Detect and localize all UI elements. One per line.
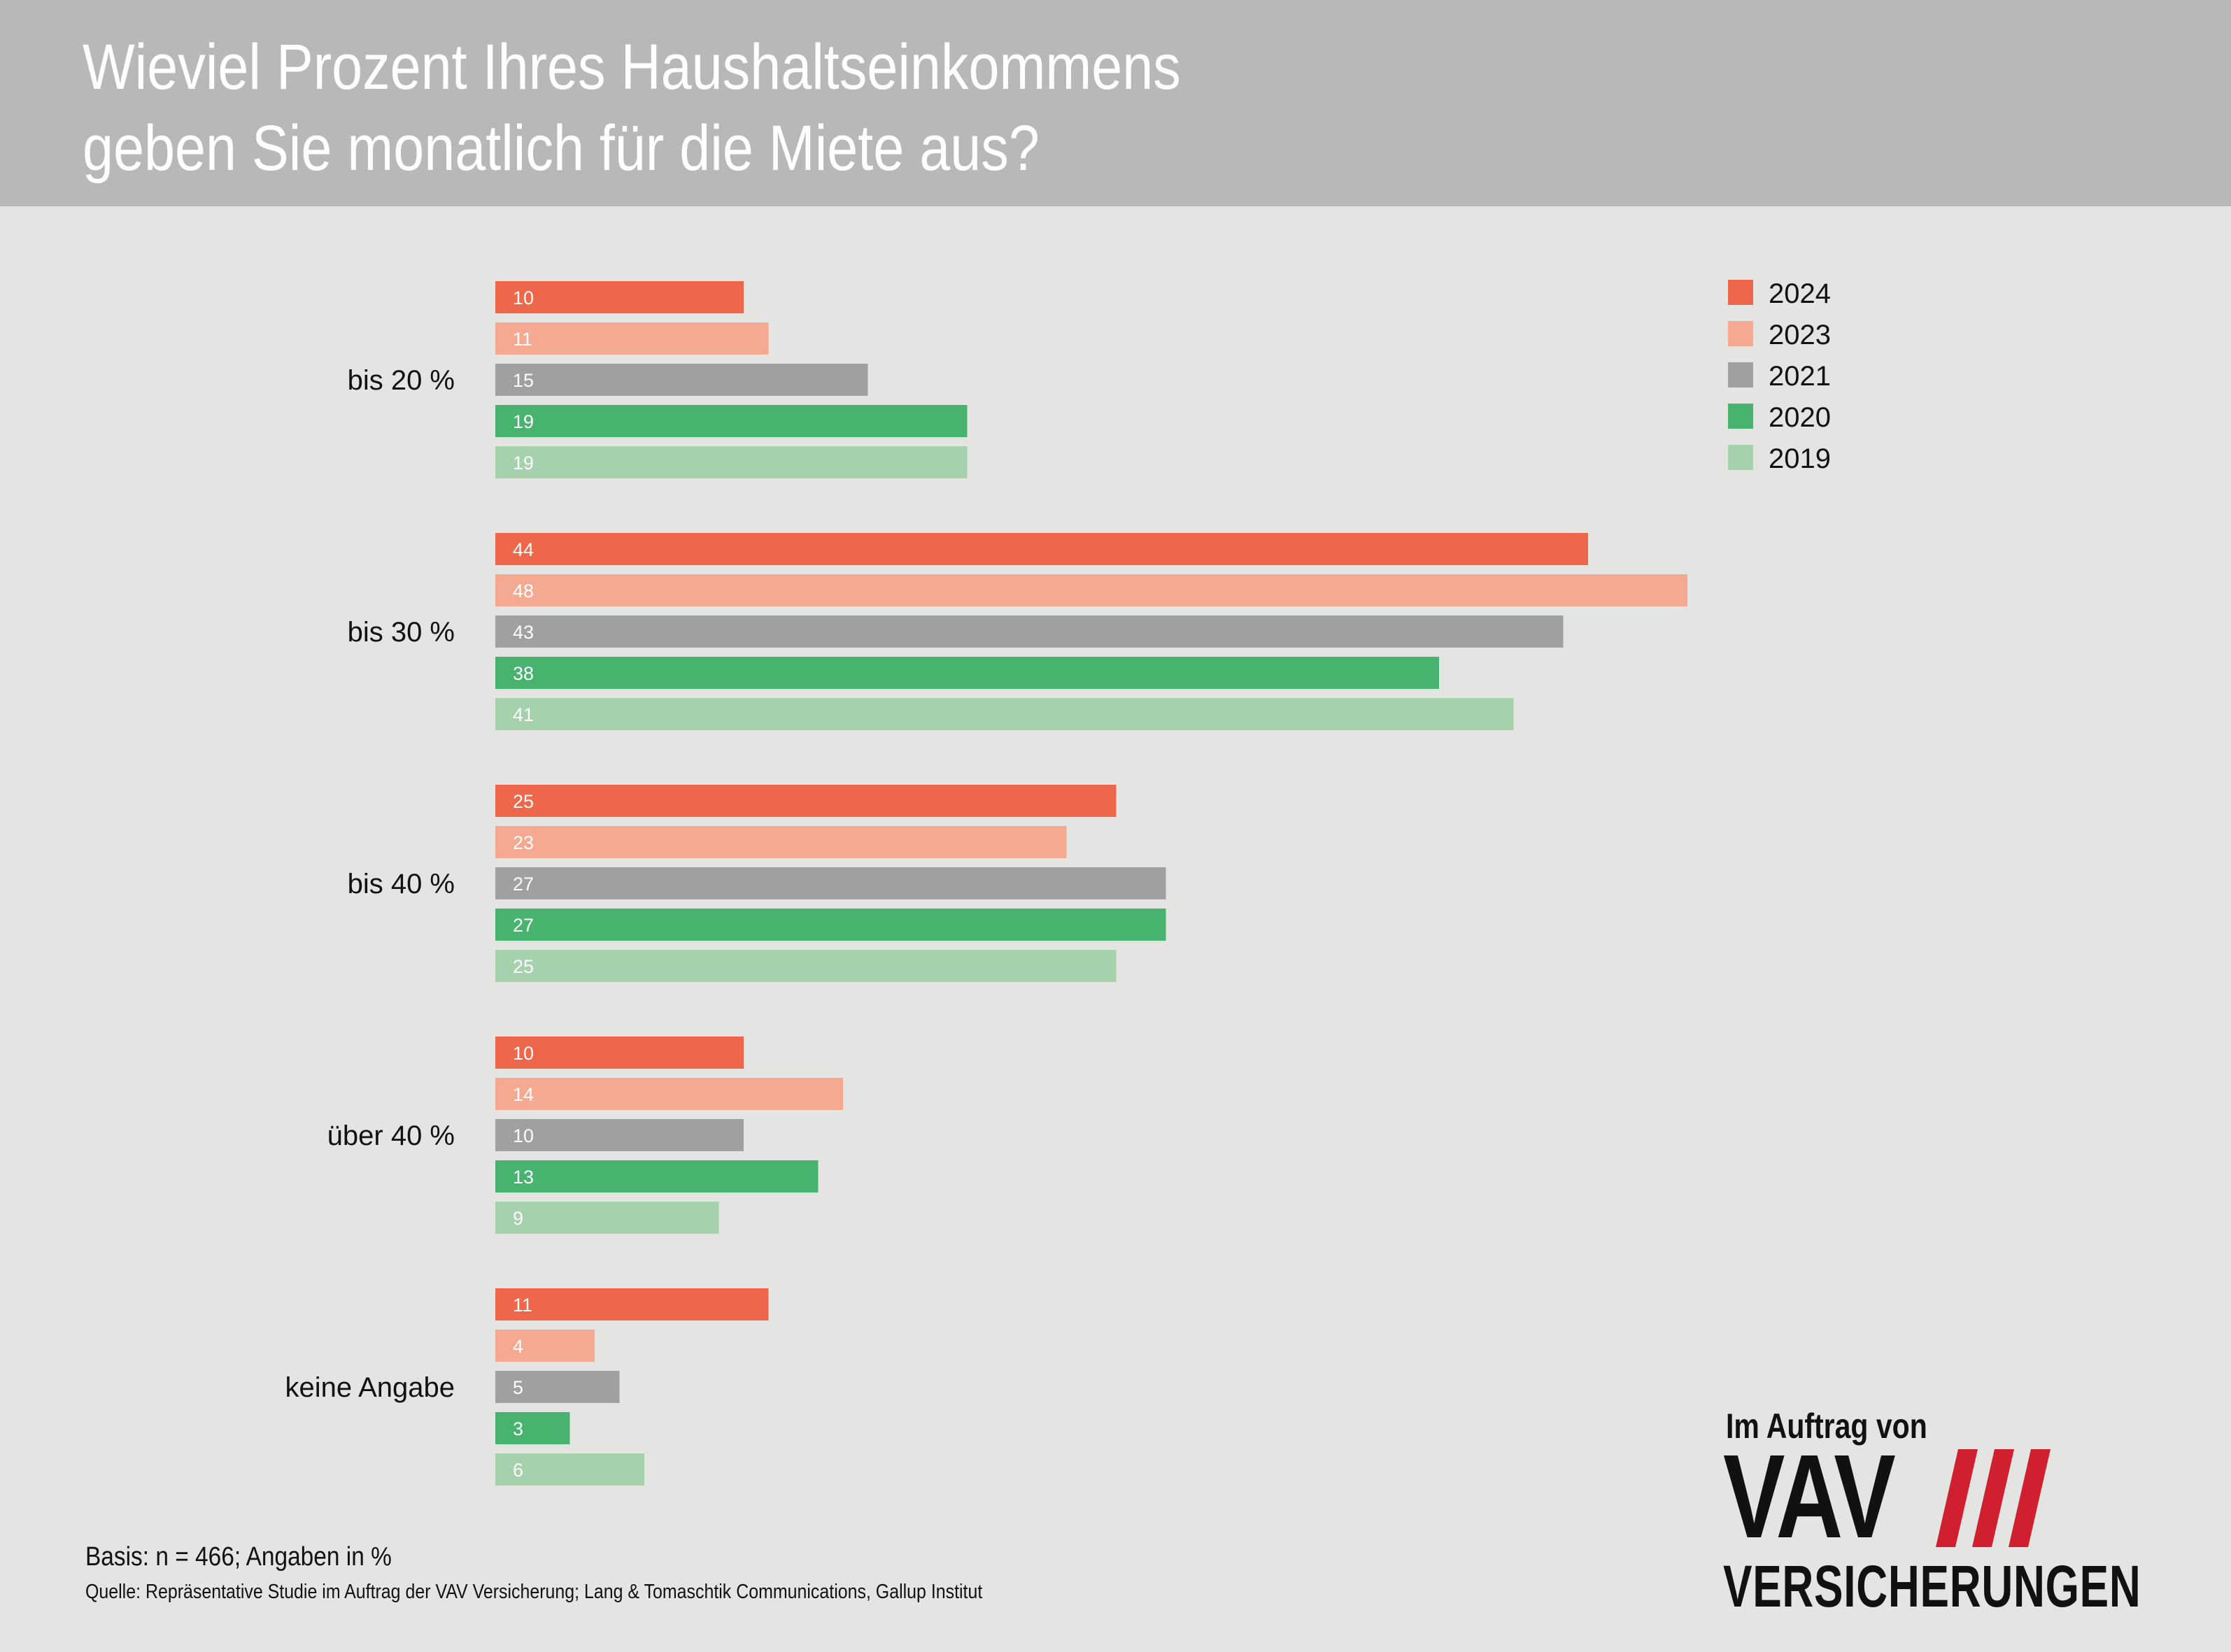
logo-stripe xyxy=(2009,1449,2051,1547)
legend-label: 2023 xyxy=(1769,320,1831,350)
bar-2019 xyxy=(495,1202,719,1234)
bar-value-label: 11 xyxy=(513,329,532,350)
logo-tagline: Im Auftrag von xyxy=(1726,1407,1927,1446)
bar-value-label: 43 xyxy=(513,622,534,643)
bar-2023 xyxy=(495,1078,843,1110)
bar-value-label: 4 xyxy=(513,1336,523,1357)
bar-2021 xyxy=(495,1119,744,1151)
bar-2020 xyxy=(495,909,1166,941)
chart-title-line-1: Wieviel Prozent Ihres Haushaltseinkommen… xyxy=(83,31,1181,103)
bar-value-label: 44 xyxy=(513,539,534,560)
bar-value-label: 48 xyxy=(513,581,534,601)
bar-2020 xyxy=(495,1412,570,1444)
bar-2021 xyxy=(495,867,1166,899)
bar-2020 xyxy=(495,405,968,437)
bar-value-label: 27 xyxy=(513,915,534,936)
bar-2023 xyxy=(495,322,769,355)
bar-value-label: 10 xyxy=(513,1125,534,1146)
legend-swatch-2019 xyxy=(1728,445,1753,470)
bar-value-label: 38 xyxy=(513,663,534,684)
logo-stripe xyxy=(1936,1449,1978,1547)
bar-2024 xyxy=(495,1037,744,1069)
logo-stripe xyxy=(1972,1449,2014,1547)
legend-label: 2019 xyxy=(1769,443,1831,474)
bar-value-label: 9 xyxy=(513,1208,523,1229)
legend-label: 2020 xyxy=(1769,402,1831,433)
legend-label: 2021 xyxy=(1769,361,1831,392)
title-banner xyxy=(0,0,2231,206)
bar-value-label: 41 xyxy=(513,704,534,725)
category-label: über 40 % xyxy=(327,1120,455,1151)
bar-value-label: 6 xyxy=(513,1460,523,1481)
bar-2024 xyxy=(495,533,1588,565)
legend-swatch-2020 xyxy=(1728,404,1753,429)
bar-value-label: 14 xyxy=(513,1084,534,1105)
bar-2020 xyxy=(495,657,1439,689)
category-label: bis 40 % xyxy=(348,869,455,899)
bar-value-label: 25 xyxy=(513,791,534,812)
source-note: Quelle: Repräsentative Studie im Auftrag… xyxy=(85,1581,983,1603)
bar-value-label: 11 xyxy=(513,1295,532,1316)
legend-swatch-2023 xyxy=(1728,321,1753,346)
bar-value-label: 5 xyxy=(513,1377,523,1398)
bar-2021 xyxy=(495,615,1564,648)
logo-wordmark: VAV xyxy=(1723,1430,1896,1563)
legend-swatch-2021 xyxy=(1728,362,1753,387)
bar-2020 xyxy=(495,1160,819,1192)
logo-subtitle: VERSICHERUNGEN xyxy=(1723,1553,2141,1619)
bar-value-label: 23 xyxy=(513,832,534,853)
legend-swatch-2024 xyxy=(1728,280,1753,305)
bar-2019 xyxy=(495,446,968,478)
bar-2021 xyxy=(495,364,868,396)
bar-2019 xyxy=(495,950,1117,982)
bar-2024 xyxy=(495,281,744,313)
bar-value-label: 19 xyxy=(513,453,534,473)
category-label: bis 20 % xyxy=(348,365,455,396)
bar-value-label: 10 xyxy=(513,287,534,308)
category-label: bis 30 % xyxy=(348,617,455,648)
bar-2023 xyxy=(495,826,1067,858)
bar-2019 xyxy=(495,698,1514,730)
bar-2019 xyxy=(495,1453,644,1486)
vav-logo: Im Auftrag von VAV VERSICHERUNGEN xyxy=(1717,1406,2207,1619)
bar-value-label: 27 xyxy=(513,874,534,895)
bar-2021 xyxy=(495,1371,620,1403)
bar-2023 xyxy=(495,574,1687,606)
bar-value-label: 25 xyxy=(513,956,534,977)
bar-value-label: 13 xyxy=(513,1167,534,1188)
bar-value-label: 3 xyxy=(513,1418,523,1439)
chart-title: Wieviel Prozent Ihres Haushaltseinkommen… xyxy=(83,27,1587,189)
bar-2023 xyxy=(495,1330,595,1362)
bar-value-label: 10 xyxy=(513,1043,534,1064)
basis-note: Basis: n = 466; Angaben in % xyxy=(85,1542,392,1572)
bar-2024 xyxy=(495,785,1117,817)
chart-title-line-2: geben Sie monatlich für die Miete aus? xyxy=(83,113,1040,184)
logo-stripes-icon xyxy=(1936,1449,2051,1547)
bar-value-label: 15 xyxy=(513,370,534,391)
category-label: keine Angabe xyxy=(285,1372,455,1403)
legend-label: 2024 xyxy=(1769,278,1831,309)
bar-2024 xyxy=(495,1288,769,1320)
bar-value-label: 19 xyxy=(513,411,534,432)
